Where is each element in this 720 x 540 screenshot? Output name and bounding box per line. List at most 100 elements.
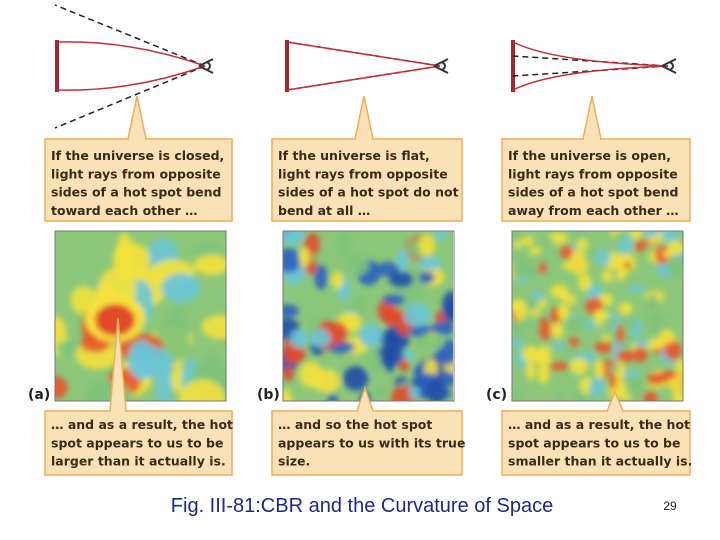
map-spot bbox=[645, 313, 666, 334]
map-spot bbox=[342, 365, 369, 391]
map-spot bbox=[616, 360, 625, 381]
map-spot bbox=[283, 345, 306, 364]
map-spot bbox=[413, 364, 425, 380]
panel: If the universe is open, light rays from … bbox=[486, 40, 692, 476]
callout-text: sides of a hot spot do not bbox=[278, 185, 459, 200]
map-spot bbox=[566, 317, 586, 332]
light-ray bbox=[512, 65, 669, 91]
map-spot bbox=[389, 271, 414, 288]
panel-label: (b) bbox=[257, 387, 280, 403]
eye bbox=[198, 58, 214, 74]
map-spot bbox=[550, 284, 569, 299]
map-spot bbox=[127, 339, 156, 380]
map-spot bbox=[326, 321, 348, 345]
panel-label: (c) bbox=[486, 387, 507, 403]
map-spot bbox=[642, 391, 658, 401]
callout-pointer bbox=[354, 95, 374, 140]
pointer-join bbox=[111, 410, 125, 413]
map-spot bbox=[283, 304, 299, 318]
map-spot bbox=[633, 379, 644, 401]
map-spot bbox=[331, 271, 344, 289]
map-spot bbox=[601, 318, 619, 327]
callout-text: bend at all … bbox=[278, 203, 370, 218]
map-spot bbox=[618, 302, 633, 315]
map-spot bbox=[572, 231, 585, 240]
map-spot bbox=[552, 342, 566, 350]
callout-text: spot appears to us to be bbox=[51, 435, 223, 450]
callout-text: size. bbox=[278, 454, 310, 469]
map-spot bbox=[560, 245, 573, 260]
map-spot bbox=[384, 346, 395, 373]
pointer-join bbox=[356, 138, 372, 141]
light-ray bbox=[286, 41, 441, 67]
map-spot bbox=[550, 306, 561, 325]
callout-box bbox=[501, 410, 691, 476]
map-spot bbox=[512, 300, 527, 308]
map-spot bbox=[408, 386, 421, 400]
callout-pointer bbox=[606, 390, 624, 412]
map-spot bbox=[201, 314, 226, 340]
callout-text: appears to us with its true bbox=[278, 435, 465, 450]
map-spot bbox=[434, 231, 447, 241]
map-spot bbox=[594, 341, 613, 354]
map-spot bbox=[283, 231, 306, 245]
pointer-join bbox=[358, 410, 372, 413]
map-spot bbox=[418, 271, 435, 284]
map-spot bbox=[512, 327, 523, 338]
map-border bbox=[54, 230, 227, 402]
callout-box bbox=[271, 138, 463, 222]
map-spot bbox=[548, 231, 568, 245]
cmb-map bbox=[283, 231, 453, 401]
callout-text: away from each other … bbox=[508, 203, 679, 218]
panel: If the universe is closed, light rays fro… bbox=[28, 4, 233, 476]
light-ray bbox=[512, 41, 669, 67]
map-spot bbox=[601, 270, 614, 283]
map-spot bbox=[633, 346, 648, 363]
map-spot bbox=[667, 377, 683, 392]
map-spot bbox=[603, 327, 611, 337]
map-spot bbox=[675, 358, 683, 380]
map-spot bbox=[646, 373, 667, 385]
map-spot bbox=[417, 256, 442, 270]
map-spot bbox=[549, 362, 570, 371]
map-spot bbox=[512, 321, 528, 329]
map-spot bbox=[432, 321, 453, 336]
light-ray bbox=[56, 65, 206, 91]
pointer-join bbox=[584, 138, 600, 141]
map-spot bbox=[526, 360, 536, 381]
map-spot bbox=[314, 264, 328, 290]
map-blobs bbox=[283, 231, 453, 401]
map-spot bbox=[540, 236, 554, 245]
map-spot bbox=[576, 238, 589, 251]
pointer-join bbox=[608, 410, 622, 413]
map-spot bbox=[616, 324, 625, 345]
panel-label: (a) bbox=[28, 387, 50, 403]
callout-text: … and as a result, the hot bbox=[51, 417, 233, 432]
map-spot bbox=[609, 372, 617, 390]
map-spot bbox=[304, 232, 320, 256]
pointer-join bbox=[129, 138, 145, 141]
map-spot bbox=[283, 388, 293, 401]
callout-text: light rays from opposite bbox=[278, 166, 448, 181]
map-spot bbox=[359, 323, 383, 348]
map-spot bbox=[168, 305, 186, 326]
map-spot bbox=[377, 261, 399, 277]
map-spot bbox=[353, 293, 365, 316]
map-spot bbox=[374, 387, 391, 398]
map-spot bbox=[112, 242, 150, 276]
map-spot bbox=[418, 234, 435, 257]
map-spot bbox=[608, 364, 619, 374]
map-spot bbox=[537, 345, 552, 367]
callout-pointer bbox=[356, 385, 374, 412]
map-spot bbox=[595, 249, 611, 266]
callout-text: If the universe is closed, bbox=[51, 148, 224, 163]
eye bbox=[433, 58, 449, 74]
map-spot bbox=[527, 299, 536, 307]
callout-text: toward each other … bbox=[51, 203, 198, 218]
map-spot bbox=[520, 236, 535, 246]
map-spot bbox=[381, 307, 403, 327]
callout-text: … and as a result, the hot bbox=[508, 417, 690, 432]
map-spot bbox=[634, 239, 646, 253]
callout-text: smaller than it actually is. bbox=[508, 454, 692, 469]
